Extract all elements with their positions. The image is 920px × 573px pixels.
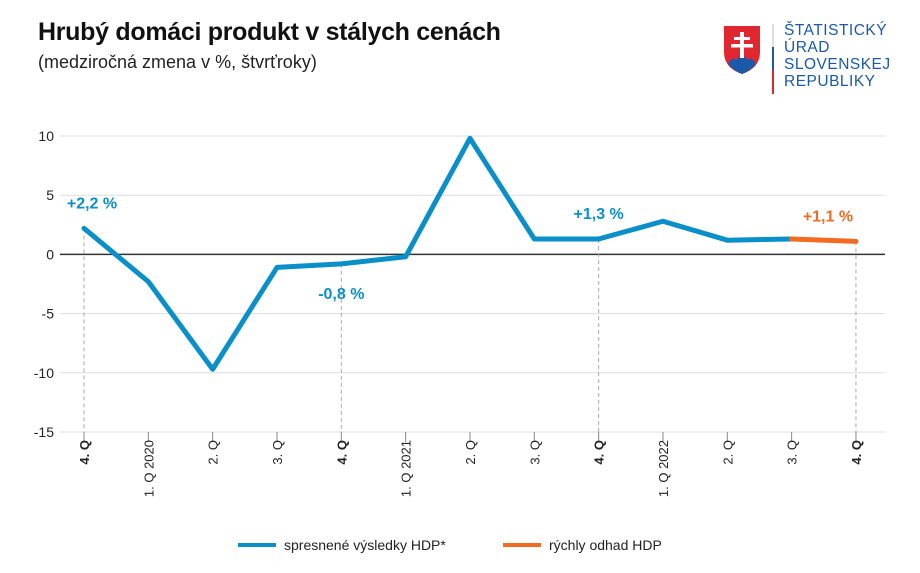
legend-swatch bbox=[503, 543, 541, 547]
y-tick-label: -5 bbox=[42, 306, 55, 322]
series-line-1 bbox=[789, 236, 859, 244]
logo-text: ŠTATISTICKÝ ÚRAD SLOVENSKEJ REPUBLIKY bbox=[784, 22, 891, 90]
y-tick-label: 0 bbox=[46, 246, 54, 262]
legend-label: spresnené výsledky HDP* bbox=[284, 537, 446, 553]
legend-item-spresnene: spresnené výsledky HDP* bbox=[238, 537, 446, 553]
legend-label: rýchly odhad HDP bbox=[549, 537, 662, 553]
data-label: -0,8 % bbox=[318, 286, 364, 303]
chart-title: Hrubý domáci produkt v stálych cenách bbox=[38, 18, 501, 46]
x-tick-label: 4. Q bbox=[849, 440, 864, 465]
y-tick-label: -10 bbox=[34, 365, 54, 381]
logo-divider bbox=[772, 24, 774, 94]
x-tick-label: 2. Q bbox=[206, 440, 221, 465]
y-tick-label: 10 bbox=[38, 128, 54, 144]
logo-line: ŠTATISTICKÝ bbox=[784, 22, 888, 39]
x-tick-label: 1. Q 2022 bbox=[656, 440, 671, 497]
x-tick-label: 4. Q bbox=[592, 440, 607, 465]
legend-swatch bbox=[238, 543, 276, 547]
y-tick-label: -15 bbox=[34, 424, 54, 440]
series-line-0 bbox=[81, 135, 795, 372]
chart-subtitle: (medziročná zmena v %, štvrťroky) bbox=[38, 52, 317, 72]
x-tick-label: 4. Q bbox=[334, 440, 349, 465]
x-tick-label: 2. Q bbox=[720, 440, 735, 465]
x-tick-label: 1. Q 2020 bbox=[141, 440, 156, 497]
x-tick-label: 3. Q bbox=[270, 440, 285, 465]
data-label: +1,1 % bbox=[803, 208, 853, 225]
x-tick-label: 1. Q 2021 bbox=[399, 440, 414, 497]
x-tick-label: 4. Q bbox=[77, 440, 92, 465]
slovak-coat-of-arms-icon bbox=[724, 26, 760, 74]
logo-line: REPUBLIKY bbox=[784, 73, 876, 90]
x-tick-label: 2. Q bbox=[463, 440, 478, 465]
data-label: +1,3 % bbox=[574, 206, 624, 223]
data-label: +2,2 % bbox=[67, 195, 117, 212]
x-tick-label: 3. Q bbox=[785, 440, 800, 465]
y-tick-label: 5 bbox=[46, 187, 54, 203]
logo-line: SLOVENSKEJ bbox=[784, 56, 891, 73]
logo-line: ÚRAD bbox=[784, 39, 830, 56]
x-tick-label: 3. Q bbox=[527, 440, 542, 465]
legend-item-rychly-odhad: rýchly odhad HDP bbox=[503, 537, 662, 553]
